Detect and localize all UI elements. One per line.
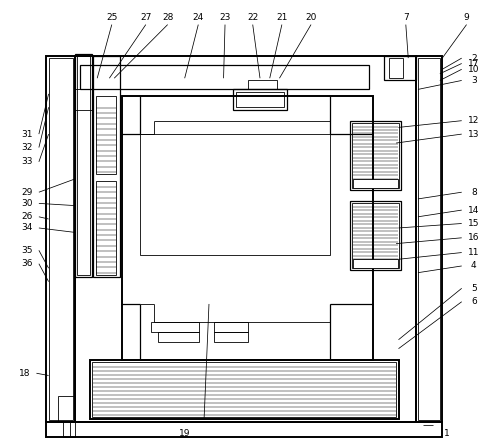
Text: 27: 27	[140, 13, 152, 22]
Bar	[384, 56, 416, 80]
Text: 5: 5	[471, 284, 477, 293]
Bar	[140, 134, 330, 255]
Text: 14: 14	[468, 206, 480, 215]
Text: 36: 36	[21, 259, 33, 268]
Text: 16: 16	[468, 233, 480, 242]
Bar	[350, 121, 401, 190]
Bar	[75, 54, 92, 277]
Text: 35: 35	[21, 246, 33, 255]
Bar	[46, 422, 442, 437]
Text: 21: 21	[276, 13, 288, 22]
Bar	[90, 360, 399, 419]
Bar	[93, 56, 120, 277]
Text: 17: 17	[468, 59, 480, 68]
Text: 33: 33	[21, 157, 33, 166]
Text: 26: 26	[21, 212, 33, 221]
Text: 8: 8	[471, 188, 477, 197]
Bar	[418, 58, 440, 420]
Bar	[158, 332, 199, 342]
Bar	[416, 56, 442, 422]
Text: 2: 2	[471, 54, 477, 63]
Bar	[214, 322, 248, 332]
Text: 28: 28	[162, 13, 174, 22]
Bar	[46, 56, 75, 422]
Bar	[233, 89, 287, 110]
Text: 11: 11	[468, 248, 480, 257]
Text: 22: 22	[247, 13, 259, 22]
Text: 3: 3	[471, 76, 477, 85]
Bar	[96, 181, 116, 275]
Text: 20: 20	[305, 13, 317, 22]
Text: 29: 29	[21, 188, 33, 197]
Text: 6: 6	[471, 297, 477, 306]
Bar	[353, 179, 398, 188]
Text: 10: 10	[468, 65, 480, 74]
Text: 25: 25	[106, 13, 118, 22]
Text: 9: 9	[464, 13, 469, 22]
Bar	[49, 58, 73, 420]
Bar	[77, 56, 90, 275]
Text: 18: 18	[18, 369, 30, 378]
Bar	[122, 96, 373, 360]
Text: 34: 34	[21, 224, 33, 232]
Text: 13: 13	[468, 130, 480, 139]
Bar	[75, 89, 92, 110]
Text: 24: 24	[192, 13, 204, 22]
Bar	[389, 58, 403, 78]
Text: 19: 19	[179, 429, 191, 438]
Bar	[236, 92, 284, 107]
Bar	[350, 201, 401, 270]
Text: 15: 15	[468, 219, 480, 228]
Bar	[353, 259, 398, 268]
Text: 12: 12	[468, 116, 480, 125]
Bar	[352, 123, 399, 188]
Bar	[248, 80, 277, 89]
Bar	[214, 332, 248, 342]
Text: 4: 4	[471, 261, 477, 270]
Bar	[75, 56, 416, 422]
Bar	[96, 96, 116, 174]
Bar	[92, 362, 396, 417]
Bar	[58, 396, 75, 422]
Text: 32: 32	[21, 143, 33, 152]
Bar	[352, 203, 399, 268]
Text: 30: 30	[21, 199, 33, 208]
Text: 31: 31	[21, 130, 33, 139]
Bar	[151, 322, 199, 332]
Text: 23: 23	[219, 13, 231, 22]
Bar	[80, 65, 369, 89]
Text: 1: 1	[444, 429, 450, 438]
Text: 7: 7	[403, 13, 409, 22]
